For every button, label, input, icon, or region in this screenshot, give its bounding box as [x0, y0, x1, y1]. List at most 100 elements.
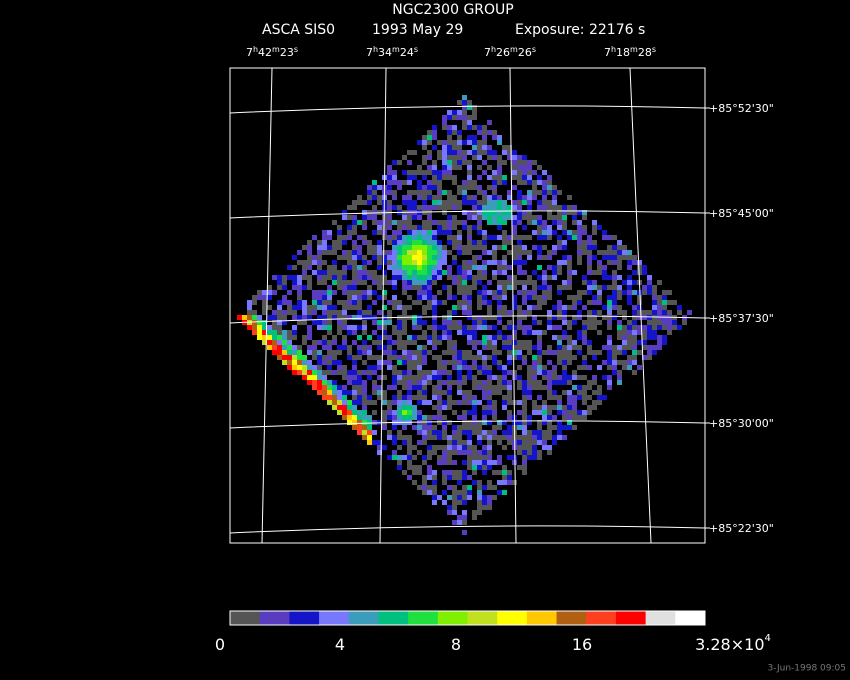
pixel — [462, 360, 467, 365]
pixel — [467, 275, 472, 280]
pixel — [487, 155, 492, 160]
pixel — [442, 500, 447, 505]
pixel — [317, 365, 322, 370]
pixel — [387, 280, 392, 285]
pixel — [487, 300, 492, 305]
pixel — [452, 485, 457, 490]
pixel — [522, 420, 527, 425]
pixel — [312, 365, 317, 370]
pixel — [477, 480, 482, 485]
pixel — [442, 160, 447, 165]
pixel — [452, 240, 457, 245]
pixel — [442, 205, 447, 210]
pixel — [582, 385, 587, 390]
pixel — [517, 240, 522, 245]
pixel — [652, 330, 657, 335]
pixel — [392, 220, 397, 225]
pixel — [387, 400, 392, 405]
pixel — [382, 290, 387, 295]
pixel — [392, 285, 397, 290]
pixel — [462, 365, 467, 370]
pixel — [407, 455, 412, 460]
pixel — [517, 155, 522, 160]
pixel — [412, 365, 417, 370]
pixel — [637, 265, 642, 270]
pixel — [327, 295, 332, 300]
pixel — [372, 440, 377, 445]
pixel — [447, 405, 452, 410]
pixel — [477, 430, 482, 435]
pixel — [632, 260, 637, 265]
pixel — [532, 185, 537, 190]
pixel — [377, 385, 382, 390]
pixel — [447, 160, 452, 165]
pixel — [377, 310, 382, 315]
pixel — [592, 225, 597, 230]
pixel — [422, 220, 427, 225]
pixel — [502, 475, 507, 480]
pixel — [582, 320, 587, 325]
pixel — [502, 305, 507, 310]
pixel — [507, 475, 512, 480]
pixel — [612, 285, 617, 290]
pixel — [482, 135, 487, 140]
pixel — [387, 220, 392, 225]
pixel — [537, 200, 542, 205]
pixel — [367, 185, 372, 190]
pixel — [427, 260, 432, 265]
pixel — [472, 420, 477, 425]
pixel — [502, 230, 507, 235]
pixel — [317, 270, 322, 275]
pixel — [402, 440, 407, 445]
pixel — [572, 205, 577, 210]
pixel — [537, 435, 542, 440]
pixel — [317, 315, 322, 320]
pixel — [442, 360, 447, 365]
pixel — [342, 370, 347, 375]
pixel — [647, 335, 652, 340]
pixel — [337, 330, 342, 335]
pixel — [422, 270, 427, 275]
pixel — [492, 200, 497, 205]
pixel — [542, 415, 547, 420]
pixel — [502, 435, 507, 440]
pixel — [577, 255, 582, 260]
pixel — [462, 280, 467, 285]
pixel — [662, 310, 667, 315]
pixel — [372, 410, 377, 415]
pixel — [352, 225, 357, 230]
pixel — [552, 245, 557, 250]
pixel — [577, 235, 582, 240]
pixel — [617, 345, 622, 350]
pixel — [377, 200, 382, 205]
pixel — [497, 420, 502, 425]
pixel — [532, 195, 537, 200]
pixel — [352, 325, 357, 330]
pixel — [467, 120, 472, 125]
pixel — [447, 195, 452, 200]
pixel — [467, 435, 472, 440]
pixel — [457, 245, 462, 250]
pixel — [497, 200, 502, 205]
pixel — [477, 365, 482, 370]
pixel — [462, 475, 467, 480]
pixel — [507, 285, 512, 290]
pixel — [522, 180, 527, 185]
pixel — [472, 385, 477, 390]
pixel — [547, 315, 552, 320]
pixel — [277, 355, 282, 360]
pixel — [527, 370, 532, 375]
pixel — [437, 380, 442, 385]
pixel — [507, 310, 512, 315]
pixel — [327, 360, 332, 365]
pixel — [407, 245, 412, 250]
pixel — [522, 310, 527, 315]
pixel — [427, 475, 432, 480]
dec-grid-line — [229, 105, 706, 114]
pixel — [452, 350, 457, 355]
pixel — [487, 325, 492, 330]
pixel — [482, 320, 487, 325]
pixel — [487, 495, 492, 500]
pixel — [467, 490, 472, 495]
pixel — [392, 385, 397, 390]
